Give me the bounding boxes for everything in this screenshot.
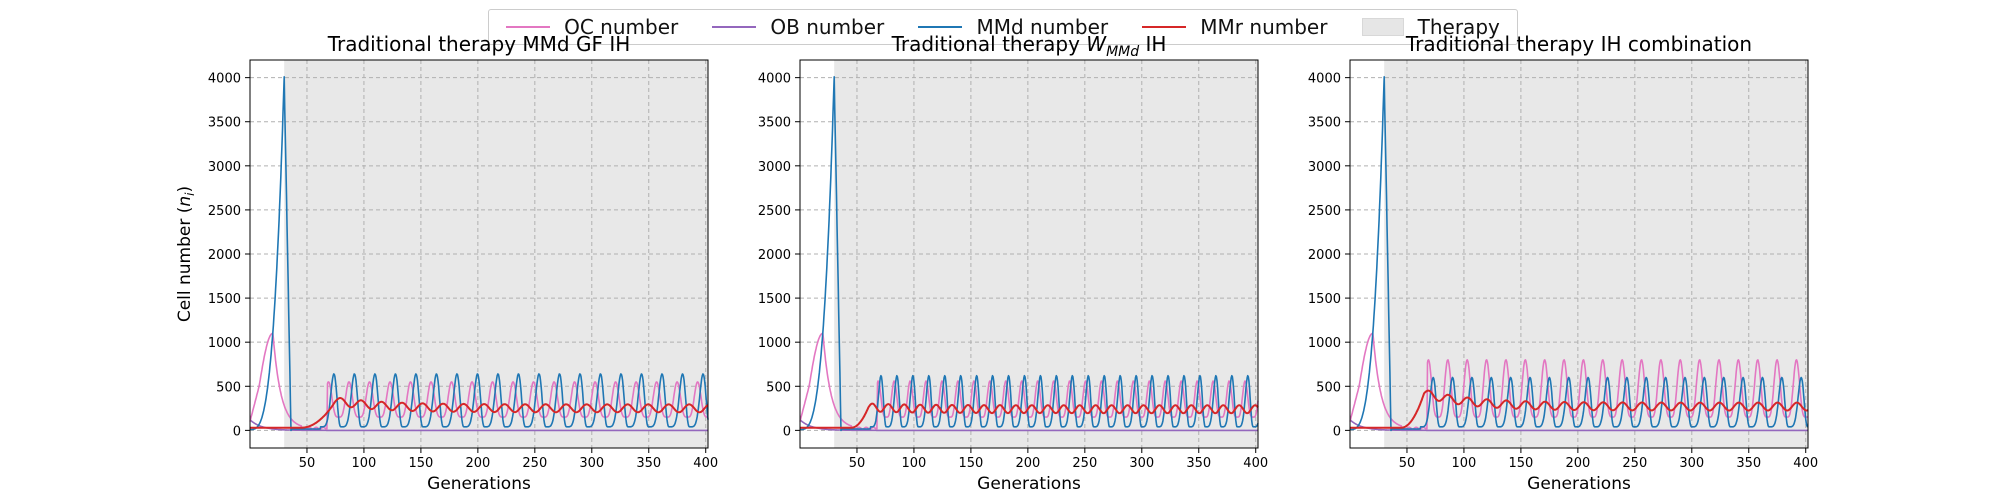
y-axis-label: Cell number (ni) <box>175 186 197 322</box>
x-tick-label: 350 <box>1186 456 1211 471</box>
y-tick-label: 2000 <box>208 248 241 263</box>
x-tick-label: 300 <box>1129 456 1154 471</box>
legend-swatch-oc <box>506 26 551 28</box>
y-tick-label: 1000 <box>758 336 791 351</box>
y-tick-label: 1500 <box>1308 292 1341 307</box>
x-tick-label: 100 <box>352 456 377 471</box>
x-tick-label: 400 <box>1793 456 1818 471</box>
y-tick-label: 500 <box>1316 380 1341 395</box>
legend-item-ob: OB number <box>712 15 884 39</box>
series-line-mmr <box>1349 389 1809 429</box>
series-line-mmr <box>799 402 1259 429</box>
x-tick-label: 200 <box>1565 456 1590 471</box>
y-tick-label: 2000 <box>1308 248 1341 263</box>
panel-1: 50 100 150 200 250 300 350 40005001000150020002… <box>175 32 718 494</box>
y-tick-label: 0 <box>783 424 791 439</box>
y-tick-label: 1000 <box>208 336 241 351</box>
y-tick-label: 2500 <box>1308 204 1341 219</box>
y-tick-label: 0 <box>1333 424 1341 439</box>
y-tick-label: 4000 <box>758 72 791 87</box>
series-line-ob <box>799 419 1259 432</box>
legend-swatch-ob <box>712 26 757 28</box>
x-tick-label: 250 <box>1072 456 1097 471</box>
series-line-oc <box>249 332 709 430</box>
legend-swatch-mmd <box>918 26 963 28</box>
legend-label-ob: OB number <box>770 15 885 39</box>
series-line-oc <box>799 332 1259 430</box>
y-tick-label: 2000 <box>758 248 791 263</box>
x-axis-label: Generations <box>977 474 1081 494</box>
x-tick-label: 400 <box>693 456 718 471</box>
y-tick-label: 1500 <box>208 292 241 307</box>
legend-label-mmr: MMr number <box>1200 15 1328 39</box>
y-tick-label: 3000 <box>1308 160 1341 175</box>
y-tick-label: 3500 <box>208 116 241 131</box>
legend: OC number OB number MMd number MMr numbe… <box>488 9 1518 45</box>
chart-title: Traditional therapy WMMd IH <box>891 32 1167 60</box>
legend-item-mmd: MMd number <box>918 15 1108 39</box>
series-line-ob <box>249 419 709 432</box>
x-tick-label: 300 <box>1679 456 1704 471</box>
x-tick-label: 350 <box>636 456 661 471</box>
x-tick-label: 400 <box>1243 456 1268 471</box>
legend-label-mmd: MMd number <box>976 15 1109 39</box>
x-tick-label: 350 <box>1736 456 1761 471</box>
x-tick-label: 250 <box>522 456 547 471</box>
series-line-mmd <box>1349 76 1809 432</box>
y-tick-label: 1500 <box>758 292 791 307</box>
x-tick-label: 150 <box>958 456 983 471</box>
legend-item-oc: OC number <box>506 15 678 39</box>
legend-swatch-therapy <box>1361 18 1404 36</box>
x-tick-label: 50 <box>299 456 316 471</box>
x-tick-label: 100 <box>902 456 927 471</box>
y-tick-label: 500 <box>766 380 791 395</box>
legend-item-mmr: MMr number <box>1142 15 1327 39</box>
x-tick-label: 100 <box>1452 456 1477 471</box>
legend-label-oc: OC number <box>564 15 679 39</box>
y-tick-label: 4000 <box>208 72 241 87</box>
y-tick-label: 0 <box>233 424 241 439</box>
y-tick-label: 500 <box>216 380 241 395</box>
y-tick-label: 1000 <box>1308 336 1341 351</box>
y-tick-label: 3000 <box>208 160 241 175</box>
series-line-mmd <box>249 76 709 432</box>
legend-item-therapy: Therapy <box>1361 15 1500 39</box>
x-tick-label: 250 <box>1622 456 1647 471</box>
series-line-mmr <box>249 397 709 429</box>
x-tick-label: 300 <box>579 456 604 471</box>
x-tick-label: 150 <box>1508 456 1533 471</box>
y-tick-label: 3500 <box>758 116 791 131</box>
x-axis-label: Generations <box>427 474 531 494</box>
series-line-mmd <box>799 76 1259 432</box>
legend-label-therapy: Therapy <box>1417 15 1500 39</box>
series-line-ob <box>1349 419 1809 432</box>
legend-swatch-mmr <box>1142 26 1187 28</box>
x-tick-label: 150 <box>408 456 433 471</box>
y-tick-label: 4000 <box>1308 72 1341 87</box>
x-tick-label: 200 <box>1015 456 1040 471</box>
series-line-oc <box>1349 332 1809 430</box>
y-tick-label: 3000 <box>758 160 791 175</box>
x-tick-label: 50 <box>1399 456 1416 471</box>
chart-title: Traditional therapy IH combination <box>1405 32 1752 56</box>
chart-title: Traditional therapy MMd GF IH <box>327 32 631 56</box>
x-tick-label: 200 <box>465 456 490 471</box>
y-tick-label: 3500 <box>1308 116 1341 131</box>
x-tick-label: 50 <box>849 456 866 471</box>
x-axis-label: Generations <box>1527 474 1631 494</box>
panel-3: 50 100 150 200 250 300 350 40005001000150020002… <box>1308 32 1818 494</box>
y-tick-label: 2500 <box>208 204 241 219</box>
y-tick-label: 2500 <box>758 204 791 219</box>
panel-2: 50 100 150 200 250 300 350 40005001000150020002… <box>758 32 1268 494</box>
